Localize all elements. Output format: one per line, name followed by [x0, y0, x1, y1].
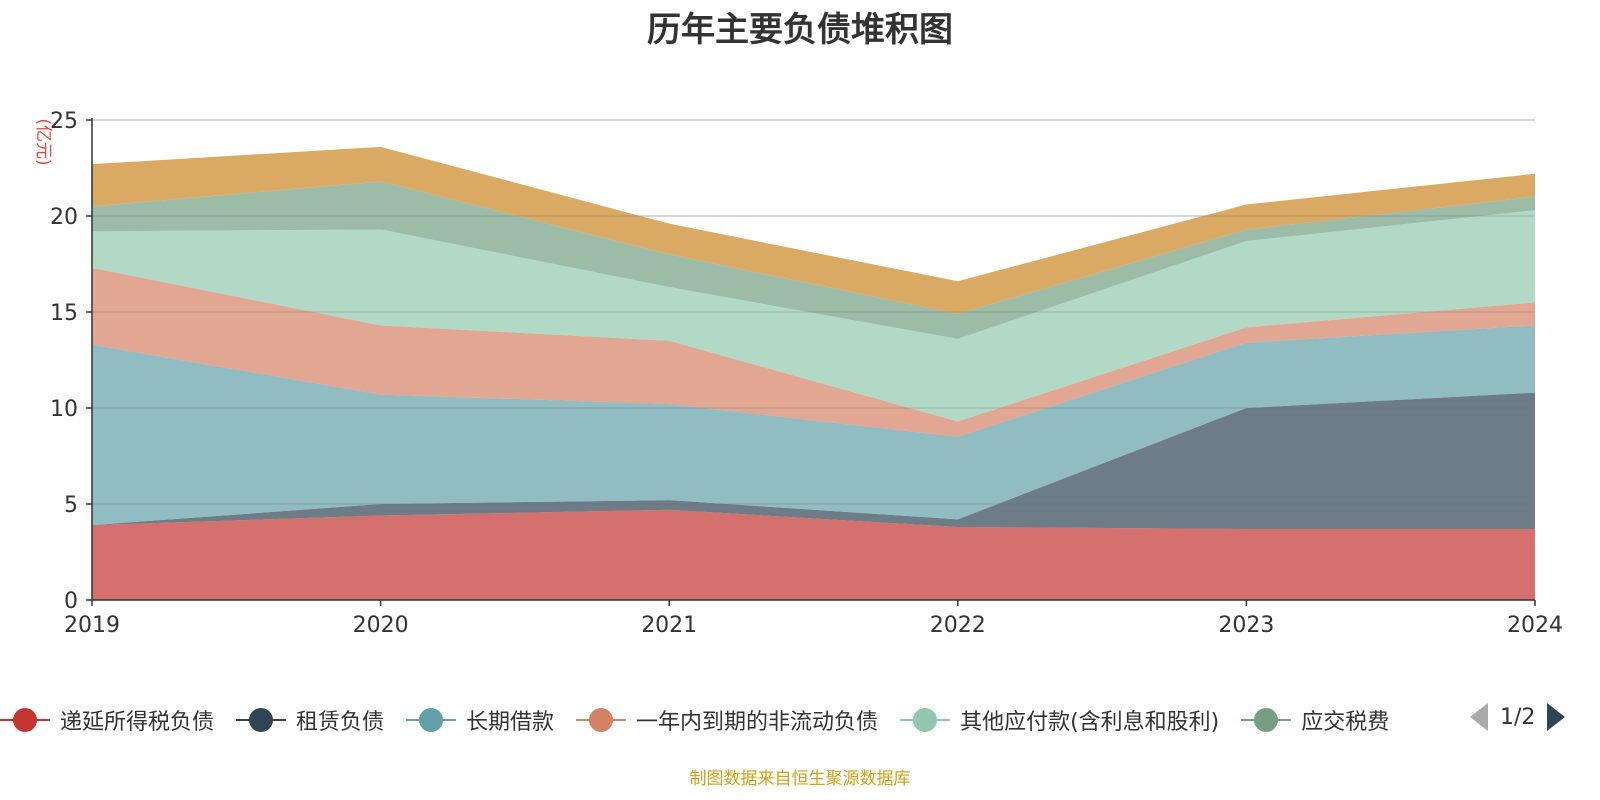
- x-tick-label: 2020: [353, 613, 409, 638]
- x-tick-label: 2021: [641, 613, 697, 638]
- y-tick-label: 10: [50, 397, 78, 422]
- area-series-5: [92, 210, 1535, 422]
- legend-item-label: 租赁负债: [296, 710, 385, 735]
- legend-marker-icon: [1241, 708, 1292, 732]
- axes: 0 5 10 15 20 25 2019 2020 2021 2022 2023 2024: [50, 109, 1563, 638]
- legend-item-5[interactable]: 其他应付款(含利息和股利): [900, 704, 1219, 736]
- y-tick-label: 0: [64, 589, 78, 614]
- source-note: 制图数据来自恒生聚源数据库: [689, 769, 911, 789]
- y-tick-label: 20: [50, 205, 78, 230]
- legend-item-2[interactable]: 租赁负债: [236, 704, 384, 736]
- legend-marker-icon: [900, 708, 951, 732]
- area-series-1: [92, 509, 1535, 600]
- legend-prev-page-icon[interactable]: [1470, 703, 1488, 731]
- x-tick-label: 2024: [1507, 613, 1563, 638]
- area-series: [92, 119, 1535, 600]
- stacked-area-chart: 0 5 10 15 20 25 2019 2020 2021 2022 2023 2024 (亿元): [33, 109, 1563, 638]
- legend-page-indicator: 1/2: [1500, 704, 1536, 730]
- legend-item-1[interactable]: 递延所得税负债: [0, 704, 214, 736]
- area-series-2: [92, 392, 1535, 529]
- legend-item-label: 递延所得税负债: [60, 710, 215, 735]
- legend-item-label: 应交税费: [1301, 710, 1390, 735]
- legend-marker-icon: [406, 708, 457, 732]
- legend-item-label: 一年内到期的非流动负债: [636, 710, 879, 735]
- area-series-7: [92, 146, 1535, 314]
- legend-marker-icon: [576, 708, 627, 732]
- legend-item-label: 其他应付款(含利息和股利): [960, 710, 1220, 735]
- legend: 递延所得税负债 租赁负债 长期借款 一年内到期的非流动负债 其他应付款(含利息和股利) 应…: [0, 700, 1600, 740]
- legend-marker-icon: [236, 708, 287, 732]
- legend-item-3[interactable]: 长期借款: [406, 704, 554, 736]
- y-tick-label: 15: [50, 301, 78, 326]
- x-tick-label: 2023: [1218, 613, 1274, 638]
- chart-title: 历年主要负债堆积图: [647, 10, 953, 50]
- area-series-4: [92, 267, 1535, 437]
- area-series-3: [92, 325, 1535, 526]
- legend-item-6[interactable]: 应交税费: [1241, 704, 1389, 736]
- legend-pager: 1/2: [1470, 703, 1566, 731]
- legend-next-page-icon[interactable]: [1547, 703, 1566, 731]
- legend-marker-icon: [0, 708, 50, 732]
- x-tick-label: 2019: [64, 613, 120, 638]
- y-tick-label: 5: [64, 493, 78, 518]
- y-axis-unit-label: (亿元): [33, 118, 53, 165]
- legend-item-4[interactable]: 一年内到期的非流动负债: [576, 704, 878, 736]
- area-series-6: [92, 181, 1535, 339]
- legend-item-label: 长期借款: [466, 710, 555, 735]
- x-tick-label: 2022: [930, 613, 986, 638]
- y-tick-label: 25: [50, 109, 78, 134]
